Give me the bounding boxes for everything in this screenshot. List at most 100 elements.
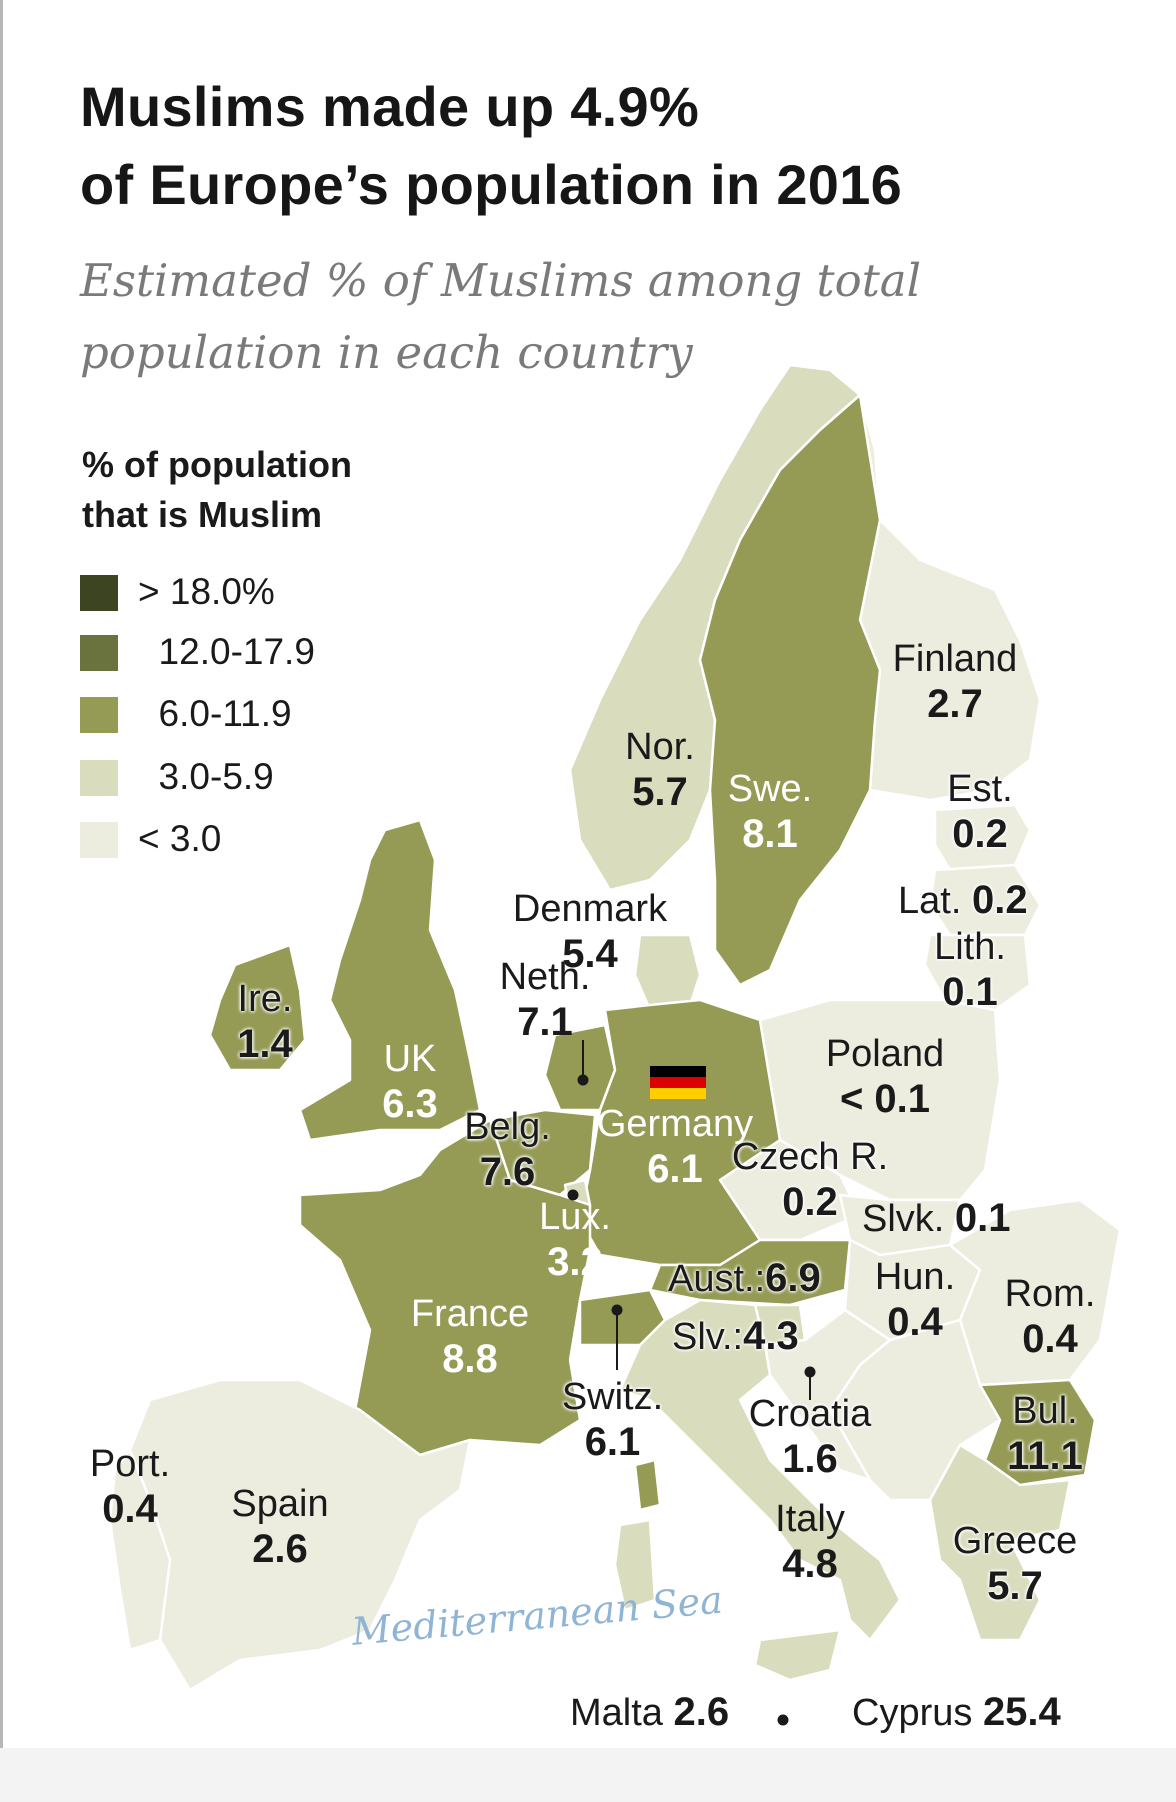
belgium-name: Belg. [464,1106,551,1148]
label-netherlands: Neth. 7.1 [480,958,610,1042]
label-latvia: Lat. 0.2 [898,880,1028,920]
bulgaria-name: Bul. [1012,1390,1078,1432]
luxembourg-name: Lux. [539,1196,611,1238]
country-uk [298,818,482,1142]
greece-value: 5.7 [987,1564,1043,1608]
austria-value: 6.9 [765,1256,821,1300]
hungary-name: Hun. [874,1256,956,1298]
germany-value: 6.1 [647,1147,703,1191]
malta-name: Malta [570,1692,663,1734]
title-line-1: Muslims made up 4.9% [80,75,700,138]
label-spain: Spain 2.6 [215,1485,345,1569]
country-portugal [108,1448,172,1652]
cyprus-name: Cyprus [852,1692,973,1734]
country-poland [758,998,1002,1202]
label-slovenia: Slv.:4.3 [672,1316,799,1356]
czech-value: 0.2 [782,1180,838,1224]
switzerland-name: Switz. [561,1376,664,1418]
legend-label: < 3.0 [138,818,222,859]
label-portugal: Port. 0.4 [70,1445,190,1529]
label-romania: Rom. 0.4 [990,1275,1110,1359]
label-greece: Greece 5.7 [940,1522,1090,1606]
label-luxembourg: Lux. 3.2 [525,1198,625,1282]
germany-flag [650,1066,706,1099]
sweden-value: 8.1 [742,812,798,856]
france-value: 8.8 [442,1337,498,1381]
finland-value: 2.7 [927,682,983,726]
slovakia-value: 0.1 [954,1196,1011,1240]
slovenia-name: Slv.: [672,1316,744,1358]
label-croatia: Croatia 1.6 [730,1395,890,1479]
legend-label: 3.0-5.9 [138,756,274,797]
latvia-value: 0.2 [971,878,1028,922]
legend-swatch [80,760,118,796]
legend-label: 12.0-17.9 [138,631,315,672]
greece-name: Greece [952,1520,1078,1562]
slovenia-value: 4.3 [743,1314,799,1358]
finland-name: Finland [892,638,1018,680]
country-ireland [208,943,307,1072]
country-france [298,1118,592,1457]
poland-value: < 0.1 [839,1077,931,1121]
norway-name: Nor. [625,726,695,768]
czech-name: Czech R. [731,1136,889,1178]
legend-label: 6.0-11.9 [138,693,292,734]
title-line-2: of Europe’s population in 2016 [80,153,903,216]
spain-value: 2.6 [252,1527,308,1571]
label-slovakia: Slvk. 0.1 [862,1198,1011,1238]
country-france-corsica [633,1458,662,1512]
country-italy-sardinia [613,1518,657,1612]
germany-name: Germany [596,1103,754,1145]
netherlands-name: Neth. [499,956,591,998]
label-austria: Aust.:6.9 [668,1258,821,1298]
poland-name: Poland [825,1033,945,1075]
label-lithuania: Lith. 0.1 [915,928,1025,1012]
label-uk: UK 6.3 [360,1040,460,1124]
romania-name: Rom. [1004,1273,1096,1315]
bulgaria-value: 11.1 [1007,1434,1083,1478]
luxembourg-value: 3.2 [547,1240,603,1284]
label-cyprus: Cyprus 25.4 [852,1692,1061,1732]
latvia-name: Lat. [898,880,962,922]
uk-name: UK [383,1038,437,1080]
austria-name: Aust.: [668,1258,766,1300]
legend-title-line-1: % of population [82,444,352,485]
country-sweden [698,393,882,987]
portugal-value: 0.4 [102,1487,158,1531]
chart-title: Muslims made up 4.9% of Europe’s populat… [80,68,1080,224]
spain-name: Spain [231,1483,329,1525]
country-bulgaria [978,1378,1097,1487]
italy-value: 4.8 [782,1542,838,1586]
norway-value: 5.7 [632,770,688,814]
romania-value: 0.4 [1022,1317,1078,1361]
cyprus-value: 25.4 [982,1690,1061,1734]
luxembourg-pointer-dot [567,1189,579,1201]
country-greece [928,1443,1072,1642]
legend-label: > 18.0% [138,571,275,612]
lithuania-value: 0.1 [942,970,998,1014]
denmark-value: 5.4 [562,932,618,976]
legend-swatch [80,575,118,611]
legend-title-line-2: that is Muslim [82,494,323,535]
label-denmark: Denmark 5.4 [490,890,690,974]
malta-value: 2.6 [673,1690,730,1734]
legend-swatch [80,822,118,858]
country-italy-sicily [753,1628,842,1682]
malta-dot [777,1714,789,1726]
legend-swatch [80,697,118,733]
chart-subtitle: Estimated % of Muslims among total popul… [80,245,1080,389]
label-norway: Nor. 5.7 [605,728,715,812]
label-sweden: Swe. 8.1 [715,770,825,854]
label-hungary: Hun. 0.4 [860,1258,970,1342]
ireland-name: Ire. [237,978,293,1020]
switzerland-value: 6.1 [584,1420,641,1464]
label-estonia: Est. 0.2 [925,770,1035,854]
legend-swatch [80,635,118,671]
frame-border [0,0,3,1802]
country-romania [948,1198,1122,1387]
italy-name: Italy [775,1498,845,1540]
label-ireland: Ire. 1.4 [215,980,315,1064]
portugal-name: Port. [89,1443,171,1485]
belgium-value: 7.6 [479,1150,536,1194]
